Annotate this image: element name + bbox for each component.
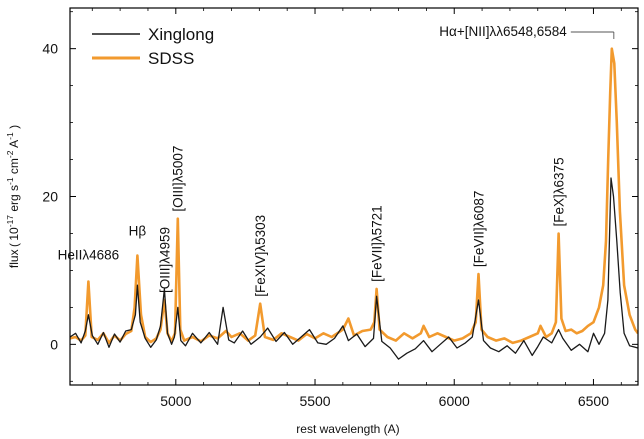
line-annotations: HeIIλ4686 Hβ [OIII]λ4959 [OIII]λ5007 [FeXIV]… <box>58 24 615 297</box>
annotation-1: Hβ <box>129 224 147 239</box>
legend-label-xinglong: Xinglong <box>148 25 214 44</box>
annotation-4: [FeXIV]λ5303 <box>253 215 268 297</box>
y-axis-title: flux ( 10-17 erg s-1 cm-2 A-1 ) <box>5 125 21 268</box>
annotation-8: Hα+[NII]λλ6548,6584 <box>439 24 567 39</box>
x-tick-label-6000: 6000 <box>439 393 470 409</box>
y-tick-label-40: 40 <box>42 41 58 57</box>
annotation-6: [FeVII]λ6087 <box>471 191 486 268</box>
series-line-xinglong <box>70 177 638 360</box>
x-tick-label-5500: 5500 <box>299 393 330 409</box>
annotation-3: [OIII]λ5007 <box>171 146 186 212</box>
y-tick-label-20: 20 <box>42 189 58 205</box>
annotation-7: [FeX]λ6375 <box>552 157 567 226</box>
x-tick-label-6500: 6500 <box>578 393 609 409</box>
annotation-2: [OIII]λ4959 <box>157 227 172 293</box>
legend: Xinglong SDSS <box>92 25 214 68</box>
annotation-5: [FeVII]λ5721 <box>370 205 385 282</box>
axes: 5000 5500 6000 6500 0 20 40 <box>42 7 639 409</box>
legend-label-sdss: SDSS <box>148 49 194 68</box>
x-tick-label-5000: 5000 <box>160 393 191 409</box>
annotation-0: HeIIλ4686 <box>58 248 120 263</box>
series-line-sdss <box>70 47 638 345</box>
x-axis-title: rest wavelength (A) <box>296 422 399 436</box>
axis-titles: rest wavelength (A) flux ( 10-17 erg s-1 … <box>5 125 400 436</box>
plot-area <box>70 47 638 360</box>
y-tick-label-0: 0 <box>50 336 58 352</box>
